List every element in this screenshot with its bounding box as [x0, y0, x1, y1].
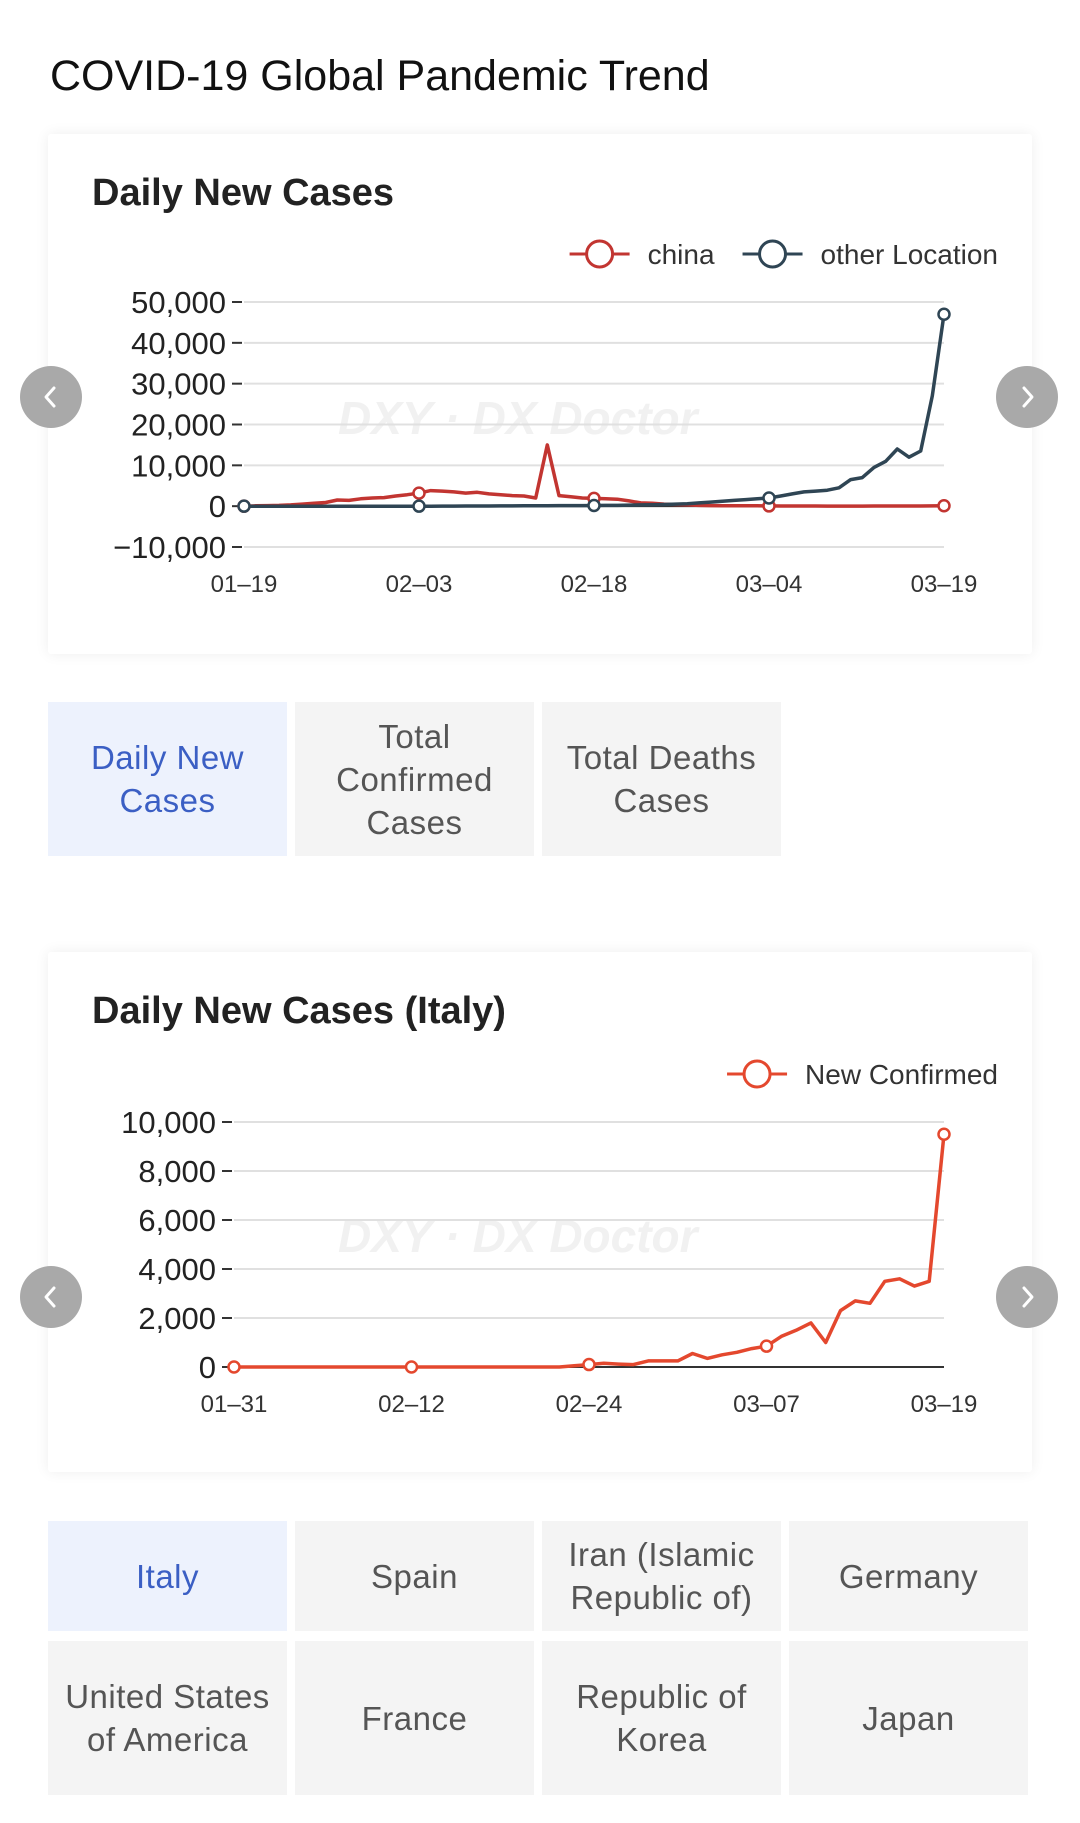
- country-tab-row-1: Italy Spain Iran (Islamic Republic of) G…: [48, 1521, 1028, 1631]
- data-point: [762, 491, 776, 505]
- y-tick-label: 30,000: [131, 367, 226, 402]
- y-tick-label: 0: [209, 489, 226, 524]
- tab-daily-new-cases[interactable]: Daily New Cases: [48, 702, 287, 856]
- y-tick-label: 50,000: [131, 285, 226, 320]
- x-tick-label: 02–18: [561, 571, 628, 598]
- y-tick-label: 8,000: [138, 1154, 216, 1189]
- y-tick-label: 2,000: [138, 1301, 216, 1336]
- next-chart-button[interactable]: [996, 1266, 1058, 1328]
- x-tick-label: 03–04: [736, 571, 803, 598]
- watermark-text: DXY · DX Doctor: [338, 392, 700, 444]
- legend-marker: [742, 1059, 772, 1089]
- chevron-left-icon: [44, 386, 56, 408]
- x-tick-label: 01–19: [211, 571, 278, 598]
- x-tick-label: 03–19: [911, 1391, 978, 1418]
- legend-label: other Location: [821, 239, 998, 270]
- chart-italy-daily-new: DXY · DX Doctor 10,000 8,000 6,000 4,000 2,00…: [121, 1059, 998, 1418]
- chevron-right-icon: [1022, 1286, 1034, 1308]
- country-tab-row-2: United States of America France Republic…: [48, 1641, 1028, 1795]
- tab-total-confirmed-cases[interactable]: Total Confirmed Cases: [295, 702, 534, 856]
- data-point: [937, 499, 951, 513]
- legend-label: china: [648, 239, 715, 270]
- tab-country-korea[interactable]: Republic of Korea: [542, 1641, 781, 1795]
- data-point: [404, 1360, 419, 1374]
- chart-title: Daily New Cases (Italy): [92, 990, 506, 1032]
- chevron-left-icon: [44, 1286, 56, 1308]
- legend-marker: [758, 239, 788, 269]
- x-tick-label: 02–12: [378, 1391, 445, 1418]
- data-point: [412, 486, 426, 500]
- legend-label: New Confirmed: [805, 1059, 998, 1090]
- x-tick-label: 02–24: [556, 1391, 623, 1418]
- data-point: [937, 307, 951, 321]
- y-tick-label: 10,000: [131, 448, 226, 483]
- tab-total-deaths-cases[interactable]: Total Deaths Cases: [542, 702, 781, 856]
- y-tick-label: 6,000: [138, 1203, 216, 1238]
- y-tick-label: 4,000: [138, 1252, 216, 1287]
- data-point: [237, 499, 251, 513]
- tab-country-germany[interactable]: Germany: [789, 1521, 1028, 1631]
- prev-chart-button[interactable]: [20, 366, 82, 428]
- data-point: [587, 498, 601, 513]
- data-point: [582, 1357, 596, 1372]
- y-tick-label: 0: [199, 1350, 216, 1385]
- y-tick-label: 40,000: [131, 326, 226, 361]
- x-tick-label: 01–31: [201, 1391, 268, 1418]
- y-tick-label: 10,000: [121, 1105, 216, 1140]
- chart-global-daily-new: DXY · DX Doctor 50,000 40,000 30,000 20,000 1…: [113, 239, 998, 598]
- x-tick-label: 03–19: [911, 571, 978, 598]
- x-tick-label: 03–07: [733, 1391, 800, 1418]
- chart-card-italy: Daily New Cases (Italy) DXY · DX Doctor 1…: [48, 952, 1032, 1472]
- data-point: [937, 1127, 951, 1141]
- x-tick-label: 02–03: [386, 571, 453, 598]
- prev-chart-button[interactable]: [20, 1266, 82, 1328]
- chart-title: Daily New Cases: [92, 172, 395, 214]
- tab-country-france[interactable]: France: [295, 1641, 534, 1795]
- data-point: [759, 1339, 774, 1353]
- y-tick-label: −10,000: [113, 530, 226, 565]
- tab-country-italy[interactable]: Italy: [48, 1521, 287, 1631]
- data-point: [227, 1360, 241, 1374]
- metric-tab-row: Daily New Cases Total Confirmed Cases To…: [48, 702, 781, 856]
- tab-country-iran[interactable]: Iran (Islamic Republic of): [542, 1521, 781, 1631]
- chart-card-global: Daily New Cases DXY · DX Doctor 50,000 40,…: [48, 134, 1032, 654]
- y-tick-label: 20,000: [131, 408, 226, 443]
- tab-country-spain[interactable]: Spain: [295, 1521, 534, 1631]
- watermark-text: DXY · DX Doctor: [338, 1210, 700, 1262]
- legend-marker: [585, 239, 615, 269]
- tab-country-japan[interactable]: Japan: [789, 1641, 1028, 1795]
- chevron-right-icon: [1022, 386, 1034, 408]
- next-chart-button[interactable]: [996, 366, 1058, 428]
- data-point: [412, 499, 426, 513]
- tab-country-usa[interactable]: United States of America: [48, 1641, 287, 1795]
- page-title: COVID-19 Global Pandemic Trend: [50, 52, 710, 100]
